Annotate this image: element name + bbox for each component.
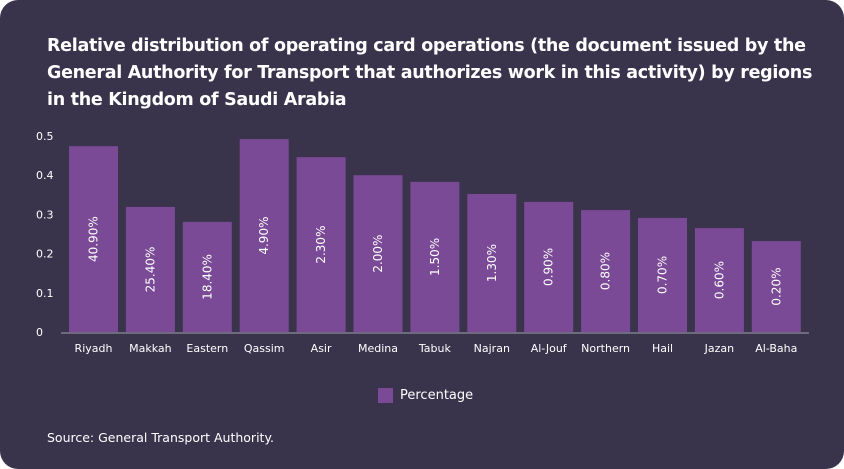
data-label: 18.40% (200, 254, 214, 300)
y-tick-label: 0 (36, 326, 43, 339)
data-label: 25.40% (143, 247, 157, 293)
bar-makkah[interactable] (125, 206, 175, 332)
y-tick-label: 0.3 (36, 208, 54, 221)
data-label: 2.30% (314, 226, 328, 264)
data-label: 0.90% (542, 248, 556, 286)
x-tick-label: Medina (358, 342, 398, 355)
legend-swatch (378, 388, 393, 403)
bar-jazan[interactable] (694, 228, 744, 332)
bar-medina[interactable] (353, 175, 403, 332)
x-tick-label: Northern (581, 342, 630, 355)
x-tick-label: Al-Baha (755, 342, 797, 355)
bar-eastern[interactable] (182, 221, 232, 332)
bar-asir[interactable] (296, 157, 346, 332)
x-tick-label: Eastern (186, 342, 228, 355)
x-tick-label: Asir (311, 342, 332, 355)
data-label: 4.90% (257, 217, 271, 255)
chart-title: Relative distribution of operating card … (47, 36, 813, 110)
bar-al-baha[interactable] (751, 241, 801, 332)
bar-northern[interactable] (581, 210, 631, 332)
bar-tabuk[interactable] (410, 181, 460, 332)
bar-riyadh[interactable] (69, 146, 118, 332)
data-label: 1.50% (428, 238, 442, 276)
data-label: 1.30% (485, 244, 499, 282)
x-tick-label: Najran (474, 342, 510, 355)
x-tick-label: Qassim (244, 342, 285, 355)
bar-al-jouf[interactable] (524, 201, 574, 332)
x-tick-label: Jazan (704, 342, 734, 355)
x-tick-label: Hail (652, 342, 673, 355)
data-label: 2.00% (371, 235, 385, 273)
y-tick-label: 0.1 (36, 287, 54, 300)
x-tick-label: Makkah (129, 342, 172, 355)
y-tick-label: 0.2 (36, 248, 54, 261)
data-label: 0.60% (712, 261, 726, 299)
bar-najran[interactable] (467, 194, 517, 332)
y-tick-label: 0.4 (36, 169, 54, 182)
data-label: 40.90% (87, 216, 101, 262)
legend[interactable]: Percentage (378, 388, 473, 403)
legend-label: Percentage (400, 388, 474, 403)
bar-hail[interactable] (638, 217, 687, 332)
data-label: 0.20% (769, 267, 783, 305)
source-note: Source: General Transport Authority. (47, 430, 275, 445)
x-tick-label: Tabuk (418, 342, 452, 355)
x-tick-label: Riyadh (75, 342, 113, 355)
data-label: 0.80% (599, 252, 613, 290)
data-label: 0.70% (656, 256, 670, 294)
x-tick-label: Al-Jouf (531, 342, 568, 355)
bar-qassim[interactable] (239, 139, 289, 332)
y-tick-label: 0.5 (36, 130, 54, 143)
